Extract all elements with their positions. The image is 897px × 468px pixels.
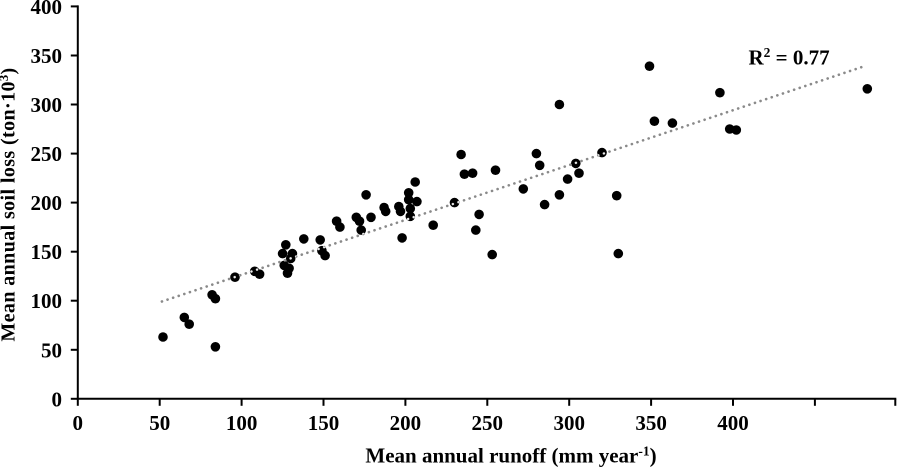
svg-text:350: 350 <box>635 411 667 435</box>
svg-text:0: 0 <box>52 387 63 411</box>
svg-text:150: 150 <box>31 240 63 264</box>
svg-text:250: 250 <box>31 142 63 166</box>
svg-text:R2 = 0.77: R2 = 0.77 <box>749 45 830 70</box>
svg-text:100: 100 <box>226 411 258 435</box>
svg-text:400: 400 <box>717 411 749 435</box>
svg-text:50: 50 <box>149 411 170 435</box>
svg-text:350: 350 <box>31 44 63 68</box>
svg-text:200: 200 <box>31 191 63 215</box>
svg-text:50: 50 <box>41 338 62 362</box>
svg-text:100: 100 <box>31 289 63 313</box>
svg-text:300: 300 <box>553 411 585 435</box>
svg-text:0: 0 <box>73 411 84 435</box>
svg-text:Mean annual soil loss (ton·103: Mean annual soil loss (ton·103) <box>0 67 20 341</box>
svg-text:150: 150 <box>308 411 340 435</box>
svg-text:Mean annual runoff (mm year-1): Mean annual runoff (mm year-1) <box>365 444 656 468</box>
svg-text:250: 250 <box>472 411 504 435</box>
svg-text:200: 200 <box>390 411 422 435</box>
svg-text:300: 300 <box>31 93 63 117</box>
svg-text:400: 400 <box>31 0 63 19</box>
